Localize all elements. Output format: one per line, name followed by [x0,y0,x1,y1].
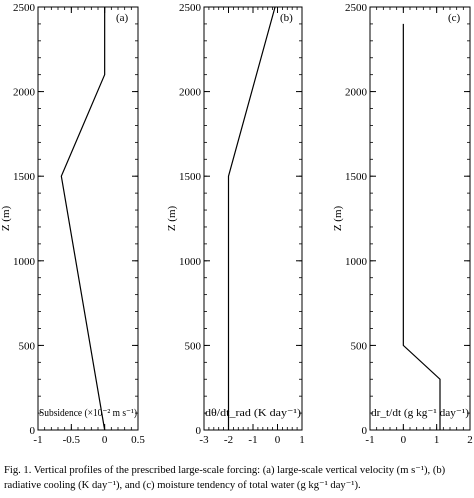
y-tick-label: 2000 [179,87,202,99]
y-axis-label: Z (m) [166,205,178,231]
x-tick-label: 0 [275,434,281,446]
y-tick-label: 0 [362,425,368,437]
panel-label: (c) [448,12,461,24]
y-tick-label: 500 [185,340,202,352]
y-tick-label: 500 [351,340,368,352]
x-tick-label: 0.5 [131,434,145,446]
y-tick-label: 500 [19,340,36,352]
panel-b: -3 -2 -1 0 1 0 500 1000 1500 2000 2500 Z (m) dθ/dt_r… [166,2,305,446]
x-tick-label: -2 [224,434,233,446]
x-tick-label: 1 [434,434,440,446]
y-tick-label: 2000 [13,87,36,99]
x-axis-label: Subsidence (×10⁻² m s⁻¹) [39,407,137,419]
y-tick-label: 1500 [13,171,36,183]
y-tick-label: 1000 [345,256,368,268]
series-line [227,6,276,430]
panel-label: (a) [116,12,129,24]
y-tick-label: 0 [30,425,36,437]
x-tick-label: 1 [299,434,305,446]
y-tick-label: 1500 [179,171,202,183]
panel-label: (b) [280,12,293,24]
x-tick-label: -1 [33,434,42,446]
figure-caption: Fig. 1. Vertical profiles of the prescri… [4,465,446,491]
y-tick-label: 1000 [13,256,36,268]
y-tick-label: 2500 [345,2,368,14]
y-tick-label: 1000 [179,256,202,268]
panel-a: -1 -0.5 0 0.5 0 500 1000 1500 2000 2500 Z (m) Subsi… [0,2,145,446]
series-line [402,23,441,430]
x-tick-label: 2 [467,434,473,446]
y-axis-label: Z (m) [332,205,344,231]
y-tick-label: 2000 [345,87,368,99]
x-tick-label: 0 [102,434,108,446]
y-axis-label: Z (m) [0,205,12,231]
x-tick-label: -3 [199,434,209,446]
x-tick-label: 0 [401,434,407,446]
y-tick-label: 2500 [179,2,202,14]
y-tick-label: 0 [196,425,202,437]
plot-frame [369,6,471,431]
x-tick-label: -1 [365,434,374,446]
plot-frame [203,6,303,431]
x-axis-label: dθ/dt_rad (K day⁻¹) [205,407,301,419]
x-axis-label: dr_t/dt (g kg⁻¹ day⁻¹) [371,407,469,419]
y-tick-label: 2500 [13,2,36,14]
y-tick-label: 1500 [345,171,368,183]
x-tick-label: -1 [248,434,257,446]
x-tick-label: -0.5 [63,434,81,446]
plot-frame [37,6,139,431]
series-line [60,7,106,431]
